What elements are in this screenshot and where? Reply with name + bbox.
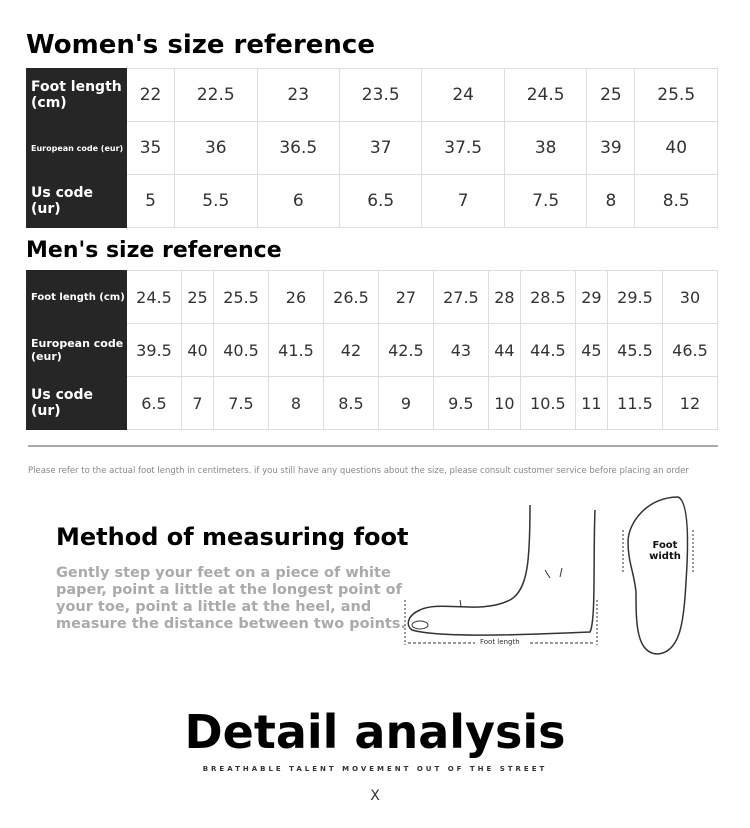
table-cell: 24.5 <box>126 270 182 324</box>
table-cell: 25.5 <box>634 68 718 122</box>
table-cell: 25 <box>180 270 215 324</box>
table-cell: 29.5 <box>606 270 663 324</box>
table-cell: 37.5 <box>421 121 505 175</box>
table-cell: 9 <box>377 376 434 430</box>
table-cell: 42.5 <box>377 323 434 377</box>
table-cell: 27 <box>377 270 434 324</box>
men-size-table: Foot length (cm) 24.5 25 25.5 26 26.5 27 27.5 28… <box>26 270 719 430</box>
table-cell: 24.5 <box>503 68 588 122</box>
table-cell: 10 <box>487 376 521 430</box>
table-cell: 37 <box>338 121 423 175</box>
table-cell: 22 <box>125 68 176 122</box>
table-cell: 36.5 <box>256 121 340 175</box>
row-header: Foot length (cm) <box>26 270 127 324</box>
table-cell: 44 <box>487 323 521 377</box>
table-cell: 27.5 <box>432 270 489 324</box>
table-cell: 7 <box>421 174 505 228</box>
table-cell: 12 <box>661 376 719 430</box>
table-cell: 43 <box>432 323 489 377</box>
table-cell: 6.5 <box>338 174 423 228</box>
method-text: Gently step your feet on a piece of whit… <box>56 565 406 632</box>
table-row: Us code (ur) 5 5.5 6 6.5 7 7.5 8 8.5 <box>26 174 718 228</box>
table-cell: 22.5 <box>174 68 258 122</box>
table-cell: 38 <box>503 121 588 175</box>
row-header: Us code (ur) <box>26 376 127 430</box>
table-cell: 8 <box>268 376 324 430</box>
table-cell: 45 <box>574 323 608 377</box>
table-cell: 24 <box>421 68 505 122</box>
table-cell: 5 <box>125 174 176 228</box>
table-cell: 40.5 <box>213 323 269 377</box>
table-cell: 28 <box>487 270 521 324</box>
table-row: European code (eur) 35 36 36.5 37 37.5 38 39 40 <box>26 121 718 175</box>
table-cell: 8 <box>586 174 636 228</box>
table-cell: 6 <box>256 174 340 228</box>
table-cell: 7 <box>180 376 215 430</box>
foot-sole-illustration <box>622 496 694 655</box>
women-title: Women's size reference <box>26 30 375 60</box>
detail-title: Detail analysis <box>184 705 566 759</box>
table-cell: 26.5 <box>322 270 379 324</box>
x-mark: X <box>370 788 380 804</box>
table-row: European code (eur) 39.5 40 40.5 41.5 42 42.5 4… <box>26 323 719 377</box>
table-cell: 46.5 <box>661 323 719 377</box>
table-row: Foot length (cm) 22 22.5 23 23.5 24 24.5 25 25.5 <box>26 68 718 122</box>
foot-side-illustration <box>404 504 598 645</box>
table-cell: 44.5 <box>519 323 576 377</box>
table-cell: 39 <box>586 121 636 175</box>
table-cell: 40 <box>180 323 215 377</box>
table-row: Us code (ur) 6.5 7 7.5 8 8.5 9 9.5 10 10.5 11 11.5 1… <box>26 376 719 430</box>
table-cell: 23 <box>256 68 340 122</box>
table-cell: 8.5 <box>322 376 379 430</box>
table-cell: 36 <box>174 121 258 175</box>
table-cell: 11.5 <box>606 376 663 430</box>
table-cell: 28.5 <box>519 270 576 324</box>
table-cell: 7.5 <box>503 174 588 228</box>
table-cell: 42 <box>322 323 379 377</box>
method-title: Method of measuring foot <box>56 523 409 551</box>
table-cell: 25.5 <box>213 270 269 324</box>
table-cell: 11 <box>574 376 608 430</box>
table-cell: 10.5 <box>519 376 576 430</box>
table-cell: 5.5 <box>174 174 258 228</box>
row-header: European code (eur) <box>26 121 127 175</box>
table-cell: 9.5 <box>432 376 489 430</box>
table-cell: 40 <box>634 121 718 175</box>
table-cell: 45.5 <box>606 323 663 377</box>
women-size-table: Foot length (cm) 22 22.5 23 23.5 24 24.5 25 25.5… <box>26 68 718 228</box>
table-cell: 23.5 <box>338 68 423 122</box>
row-header: European code (eur) <box>26 323 127 377</box>
detail-subtitle: BREATHABLE TALENT MOVEMENT OUT OF THE ST… <box>202 765 548 773</box>
row-header: Foot length (cm) <box>26 68 127 122</box>
size-note: Please refer to the actual foot length i… <box>28 466 689 476</box>
foot-length-label: Foot length <box>480 638 520 646</box>
table-cell: 8.5 <box>634 174 718 228</box>
table-cell: 26 <box>268 270 324 324</box>
men-title: Men's size reference <box>26 238 282 263</box>
table-row: Foot length (cm) 24.5 25 25.5 26 26.5 27 27.5 28… <box>26 270 719 324</box>
table-cell: 30 <box>661 270 719 324</box>
table-cell: 7.5 <box>213 376 269 430</box>
divider <box>28 445 718 447</box>
table-cell: 39.5 <box>126 323 182 377</box>
table-cell: 25 <box>586 68 636 122</box>
table-cell: 6.5 <box>126 376 182 430</box>
table-cell: 29 <box>574 270 608 324</box>
foot-width-label: Foot width <box>649 540 681 562</box>
table-cell: 35 <box>125 121 176 175</box>
row-header: Us code (ur) <box>26 174 127 228</box>
table-cell: 41.5 <box>268 323 324 377</box>
